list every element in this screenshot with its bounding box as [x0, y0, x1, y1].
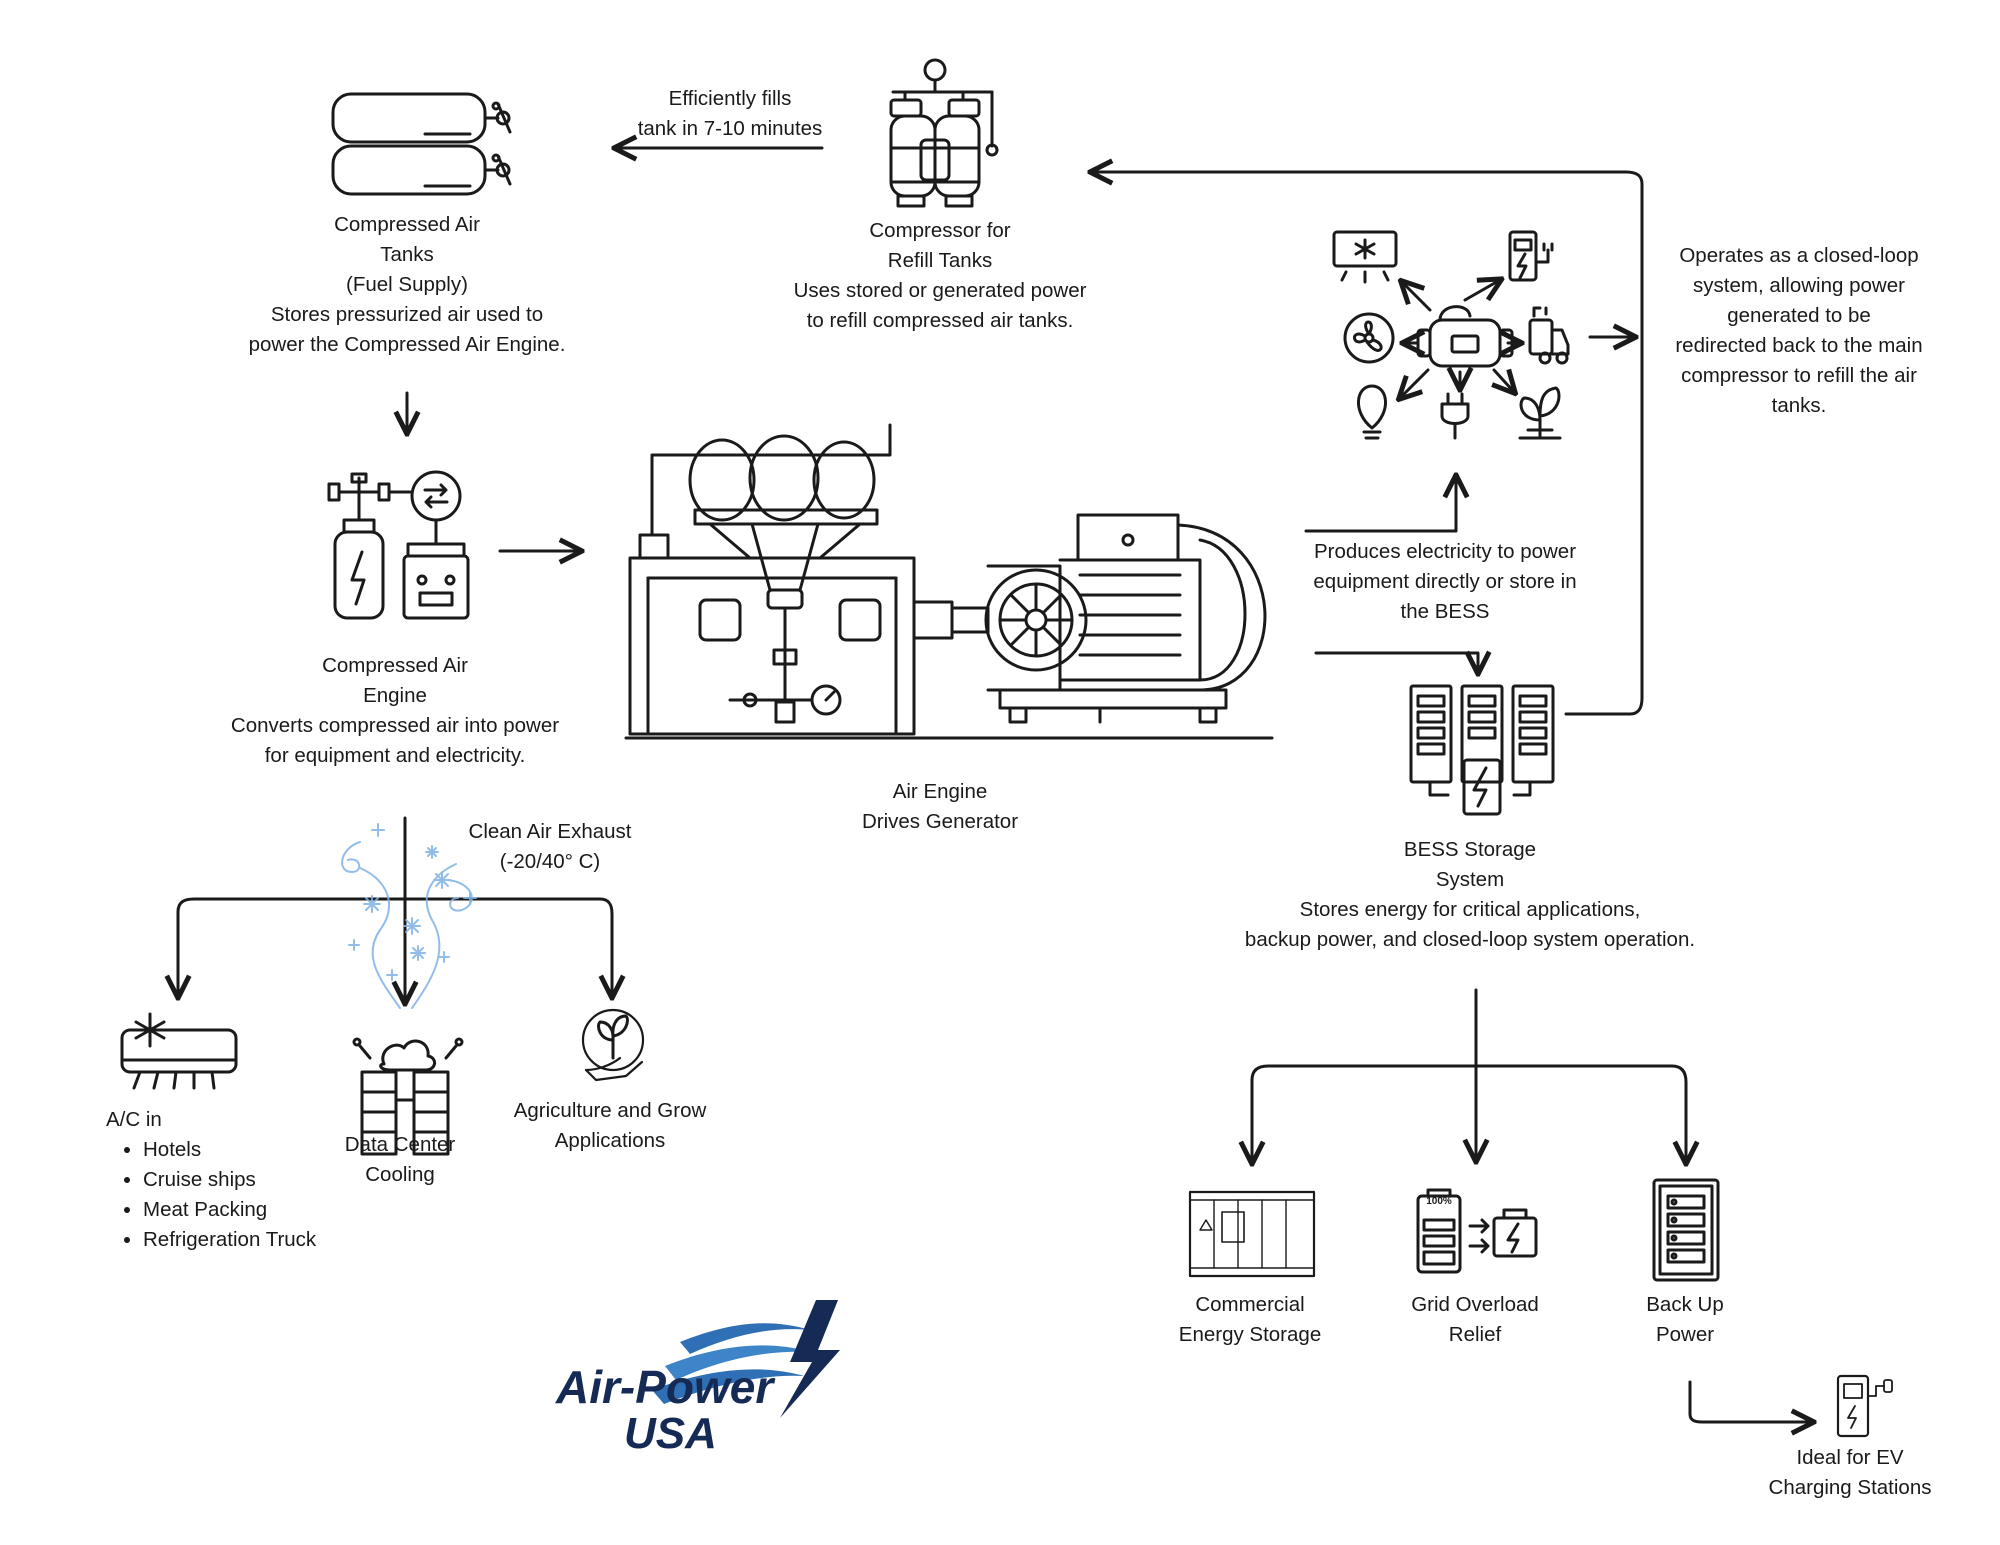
- tanks-label: Compressed Air Tanks (Fuel Supply) Store…: [237, 210, 577, 360]
- ac-item: Meat Packing: [143, 1195, 366, 1225]
- grid-label: Grid Overload Relief: [1385, 1290, 1565, 1350]
- tanks-line-4: Stores pressurized air used to: [270, 303, 544, 326]
- datacenter-line-2: Cooling: [365, 1163, 435, 1186]
- ev-line-2: Charging Stations: [1768, 1476, 1932, 1499]
- agri-line-2: Applications: [554, 1129, 666, 1152]
- fills-line-1: Efficiently fills: [668, 87, 792, 110]
- compressor-line-2: Refill Tanks: [887, 249, 993, 272]
- snowflake-exhaust-icon: [341, 823, 477, 1009]
- exhaust-label: Clean Air Exhaust (-20/40° C): [450, 817, 650, 877]
- grid-line-1: Grid Overload: [1411, 1293, 1539, 1316]
- data-center-icon: [352, 1037, 464, 1156]
- tanks-line-3: (Fuel Supply): [346, 273, 468, 296]
- logo-subword: USA: [624, 1409, 717, 1458]
- fills-line-2: tank in 7-10 minutes: [637, 117, 823, 140]
- air-conditioner-icon: [120, 1012, 238, 1090]
- closed-loop-line-5: compressor to refill the air: [1681, 364, 1917, 387]
- compressor-line-1: Compressor for: [869, 219, 1011, 242]
- bess-line-3: Stores energy for critical applications,: [1299, 898, 1641, 921]
- bess-line-1: BESS Storage: [1403, 838, 1537, 861]
- commercial-line-2: Energy Storage: [1178, 1323, 1322, 1346]
- engine-line-4: for equipment and electricity.: [264, 744, 526, 767]
- ev-line-1: Ideal for EV: [1796, 1446, 1904, 1469]
- engine-line-2: Engine: [363, 684, 427, 707]
- grid-line-2: Relief: [1448, 1323, 1502, 1346]
- produces-line-1: Produces electricity to power: [1313, 540, 1577, 563]
- closed-loop-line-1: Operates as a closed-loop: [1679, 244, 1919, 267]
- commercial-label: Commercial Energy Storage: [1160, 1290, 1340, 1350]
- container-icon: [1188, 1190, 1316, 1278]
- plant-hand-icon: [581, 1008, 645, 1082]
- tanks-line-1: Compressed Air: [334, 213, 480, 236]
- tanks-line-5: power the Compressed Air Engine.: [248, 333, 566, 356]
- air-engine-generator-icon: [624, 423, 1274, 740]
- agri-line-1: Agriculture and Grow: [513, 1099, 707, 1122]
- ac-item: Cruise ships: [143, 1165, 366, 1195]
- bess-line-2: System: [1435, 868, 1505, 891]
- air-power-logo-graphic: [652, 1300, 840, 1418]
- closed-loop-line-2: system, allowing power: [1693, 274, 1905, 297]
- produces-label: Produces electricity to power equipment …: [1290, 537, 1600, 627]
- appliances-hub-icon: [1332, 230, 1570, 440]
- hub-arrows: [1400, 280, 1520, 398]
- closed-loop-line-3: generated to be: [1727, 304, 1871, 327]
- exhaust-line-2: (-20/40° C): [499, 850, 601, 873]
- ac-list: Hotels Cruise ships Meat Packing Refrige…: [106, 1135, 366, 1255]
- engine-line-3: Converts compressed air into power: [230, 714, 560, 737]
- gas-tanks-icon: [331, 92, 512, 196]
- bess-icon: [1409, 684, 1555, 816]
- produces-line-3: the BESS: [1400, 600, 1490, 623]
- ac-item: Refrigeration Truck: [143, 1225, 366, 1255]
- closed-loop-label: Operates as a closed-loop system, allowi…: [1664, 241, 1934, 421]
- generator-label: Air Engine Drives Generator: [830, 777, 1050, 837]
- compressor-line-3: Uses stored or generated power: [793, 279, 1087, 302]
- engine-icon: [327, 470, 470, 620]
- backup-battery-icon: [1652, 1178, 1720, 1282]
- ev-charger-icon: [1836, 1374, 1893, 1438]
- ac-item: Hotels: [143, 1135, 366, 1165]
- generator-line-1: Air Engine: [892, 780, 988, 803]
- backup-label: Back Up Power: [1620, 1290, 1750, 1350]
- generator-line-2: Drives Generator: [861, 810, 1019, 833]
- engine-line-1: Compressed Air: [322, 654, 468, 677]
- closed-loop-line-6: tanks.: [1771, 394, 1827, 417]
- ev-label: Ideal for EV Charging Stations: [1750, 1443, 1950, 1503]
- fills-label: Efficiently fills tank in 7-10 minutes: [600, 84, 860, 144]
- battery-percent-text: 100%: [1426, 1196, 1452, 1207]
- engine-label: Compressed Air Engine Converts compresse…: [215, 651, 575, 771]
- backup-line-1: Back Up: [1646, 1293, 1724, 1316]
- bess-label: BESS Storage System Stores energy for cr…: [1220, 835, 1720, 955]
- datacenter-line-1: Data Center: [344, 1133, 456, 1156]
- closed-loop-line-4: redirected back to the main: [1675, 334, 1923, 357]
- commercial-line-1: Commercial: [1195, 1293, 1305, 1316]
- compressor-label: Compressor for Refill Tanks Uses stored …: [760, 216, 1120, 336]
- battery-transfer-icon: [1416, 1188, 1538, 1274]
- flow-arrows: [178, 148, 1812, 1422]
- compressor-icon: [889, 58, 999, 208]
- tanks-line-2: Tanks: [380, 243, 434, 266]
- bess-line-4: backup power, and closed-loop system ope…: [1244, 928, 1696, 951]
- produces-line-2: equipment directly or store in: [1313, 570, 1577, 593]
- compressor-line-4: to refill compressed air tanks.: [806, 309, 1074, 332]
- logo-wordmark: Air-Power: [556, 1361, 774, 1413]
- exhaust-line-1: Clean Air Exhaust: [468, 820, 632, 843]
- datacenter-label: Data Center Cooling: [315, 1130, 485, 1190]
- ac-title: A/C in: [106, 1108, 162, 1131]
- ac-label: A/C in Hotels Cruise ships Meat Packing …: [106, 1105, 366, 1255]
- agri-label: Agriculture and Grow Applications: [500, 1096, 720, 1156]
- backup-line-2: Power: [1655, 1323, 1715, 1346]
